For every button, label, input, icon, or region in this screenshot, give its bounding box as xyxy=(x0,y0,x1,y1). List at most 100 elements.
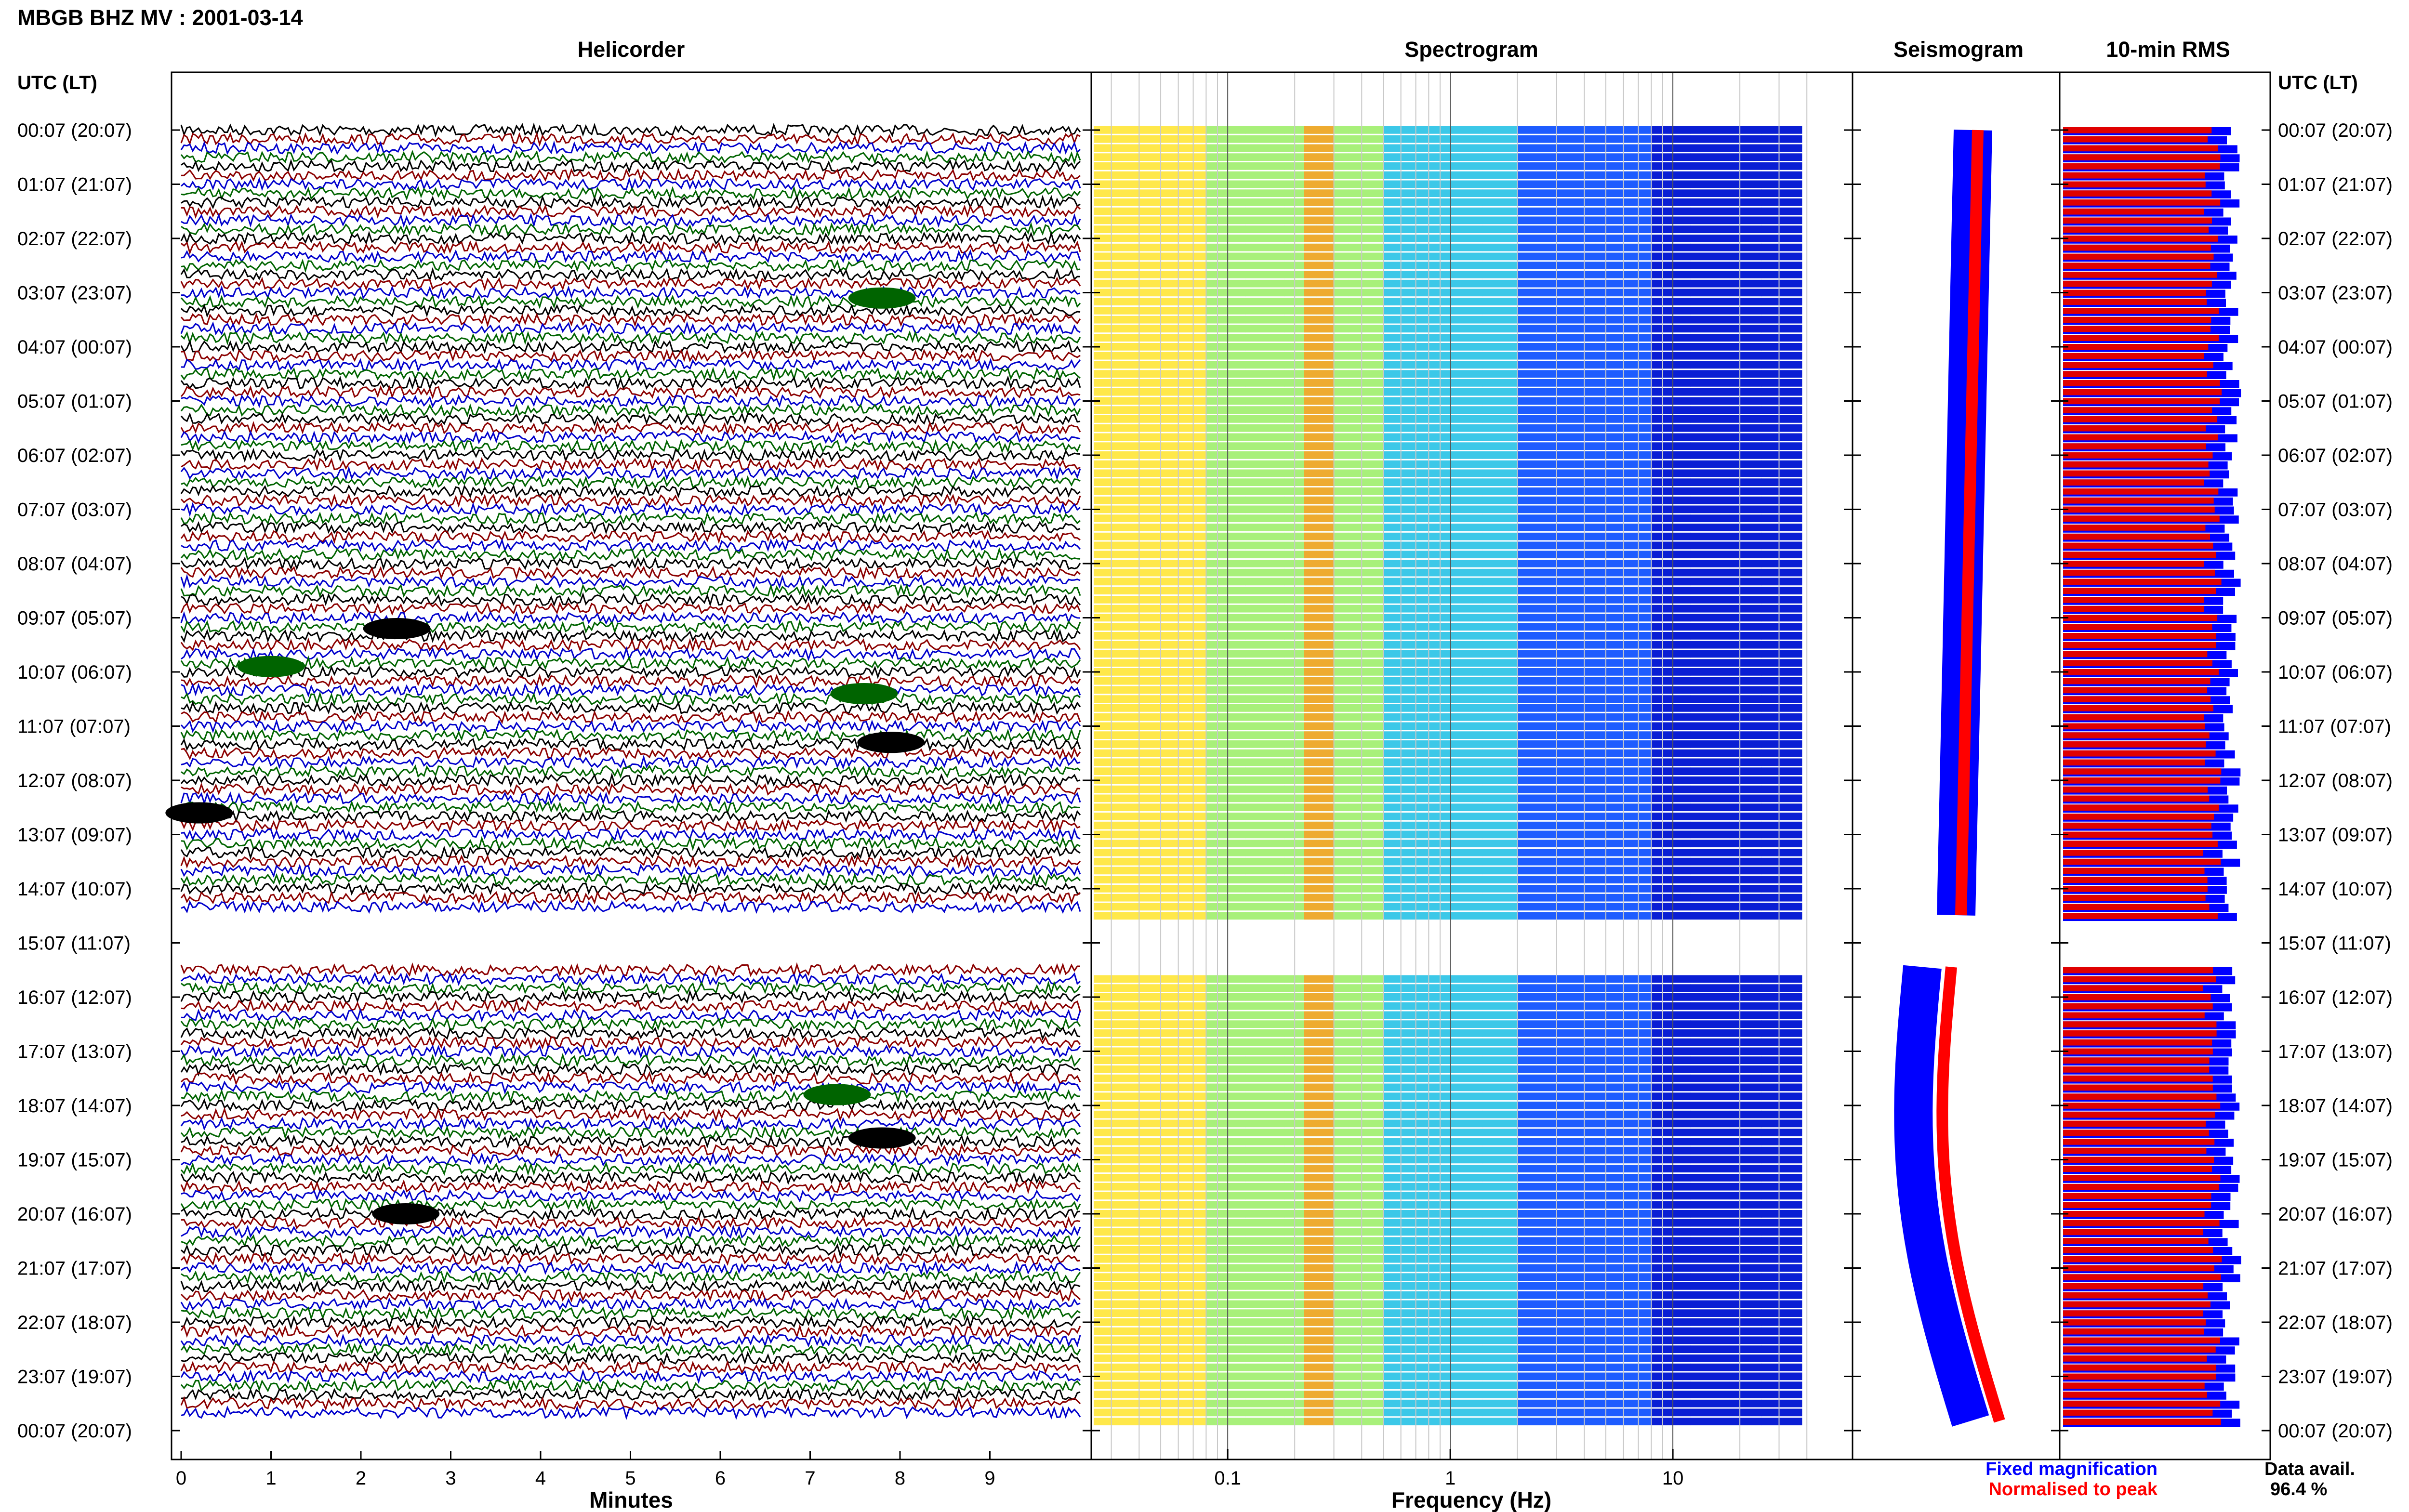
spectrogram-cell xyxy=(1178,216,1206,224)
spectrogram-cell xyxy=(1178,722,1206,730)
spectrogram-cell xyxy=(1349,1291,1384,1299)
spectrogram-cell xyxy=(1416,1391,1451,1398)
spectrogram-cell xyxy=(1450,216,1483,224)
spectrogram-cell xyxy=(1761,243,1802,251)
spectrogram-cell xyxy=(1139,1291,1179,1299)
spectrogram-cell xyxy=(1139,1156,1179,1164)
spectrogram-cell xyxy=(1245,451,1285,459)
helicorder-trace xyxy=(181,1234,1081,1248)
spectrogram-cell xyxy=(1556,478,1596,486)
rms-bar-normalised xyxy=(2063,407,2212,414)
spectrogram-cell xyxy=(1517,1264,1557,1272)
spectrogram-cell xyxy=(1482,1399,1518,1407)
rms-bar-normalised xyxy=(2063,1066,2210,1073)
spectrogram-cell xyxy=(1139,650,1179,658)
spectrogram-peak xyxy=(1304,1391,1334,1398)
spectrogram-cell xyxy=(1416,433,1451,441)
spectrogram-cell xyxy=(1517,388,1557,396)
spectrogram-cell xyxy=(1623,1327,1652,1335)
spectrogram-cell xyxy=(1761,469,1802,477)
rms-bar-normalised xyxy=(2063,985,2203,992)
spectrogram-cell xyxy=(1450,235,1483,242)
spectrogram-cell xyxy=(1450,388,1483,396)
spectrogram-cell xyxy=(1139,279,1179,288)
spectrogram-cell xyxy=(1383,1156,1416,1164)
spectrogram-cell xyxy=(1556,298,1596,306)
spectrogram-cell xyxy=(1517,1156,1557,1164)
spectrogram-cell xyxy=(1349,334,1384,342)
spectrogram-cell xyxy=(1651,632,1691,640)
spectrogram-cell xyxy=(1730,1110,1762,1118)
spectrogram-cell xyxy=(1651,433,1691,441)
spectrogram-cell xyxy=(1595,560,1624,567)
spectrogram-cell xyxy=(1482,532,1518,540)
spectrogram-cell xyxy=(1416,1309,1451,1317)
spectrogram-cell xyxy=(1206,1056,1246,1065)
spectrogram-cell xyxy=(1450,135,1483,143)
spectrogram-cell xyxy=(1482,424,1518,432)
helicorder-trace xyxy=(181,538,1081,552)
spectrogram-cell xyxy=(1139,749,1179,757)
spectrogram-cell xyxy=(1383,424,1416,432)
spectrogram-cell xyxy=(1556,1363,1596,1371)
spectrogram-cell xyxy=(1383,1354,1416,1362)
spectrogram-cell xyxy=(1178,1345,1206,1354)
spectrogram-cell xyxy=(1450,984,1483,992)
spectrogram-cell xyxy=(1556,153,1596,161)
rms-ytick-label: 07:07 (03:07) xyxy=(2278,500,2393,521)
spectrogram-cell xyxy=(1416,876,1451,884)
spectrogram-cell xyxy=(1690,1038,1730,1046)
spectrogram-cell xyxy=(1595,135,1624,143)
helicorder-trace xyxy=(181,1351,1081,1366)
spectrogram-peak xyxy=(1304,1237,1334,1245)
spectrogram-cell xyxy=(1651,1219,1691,1227)
spectrogram-peak xyxy=(1304,813,1334,820)
spectrogram-cell xyxy=(1178,262,1206,270)
spectrogram-peak xyxy=(1304,885,1334,893)
spectrogram-cell xyxy=(1690,695,1730,703)
spectrogram-cell xyxy=(1206,433,1246,441)
spectrogram-cell xyxy=(1416,641,1451,649)
spectrogram-cell xyxy=(1482,1264,1518,1272)
spectrogram-cell xyxy=(1139,198,1179,206)
helicorder-trace xyxy=(180,565,1081,580)
helicorder-trace xyxy=(181,809,1081,824)
spectrogram-cell xyxy=(1416,984,1451,992)
spectrogram-peak xyxy=(1304,686,1334,694)
spectrogram-cell xyxy=(1690,1291,1730,1299)
spectrogram-cell xyxy=(1730,316,1762,324)
spectrogram-cell xyxy=(1094,1345,1139,1354)
spectrogram-cell xyxy=(1623,984,1652,992)
spectrogram-peak xyxy=(1304,1336,1334,1344)
spectrogram-peak xyxy=(1304,1002,1334,1010)
spectrogram-cell xyxy=(1730,1165,1762,1173)
spectrogram-cell xyxy=(1690,1092,1730,1101)
spectrogram-cell xyxy=(1517,1408,1557,1417)
helicorder-trace xyxy=(180,267,1081,282)
spectrogram-cell xyxy=(1556,1146,1596,1155)
spectrogram-cell xyxy=(1349,857,1384,866)
spectrogram-cell xyxy=(1517,325,1557,333)
rms-bar-normalised xyxy=(2063,443,2206,450)
spectrogram-cell xyxy=(1595,1011,1624,1019)
rms-bar-normalised xyxy=(2063,525,2206,531)
spectrogram-cell xyxy=(1623,225,1652,234)
spectrogram-cell xyxy=(1416,514,1451,523)
spectrogram-cell xyxy=(1730,1381,1762,1390)
spectrogram-cell xyxy=(1094,1156,1139,1164)
helicorder-trace xyxy=(181,673,1081,688)
spectrogram-cell xyxy=(1623,1129,1652,1137)
spectrogram-cell xyxy=(1730,1408,1762,1417)
spectrogram-cell xyxy=(1206,1219,1246,1227)
spectrogram-cell xyxy=(1651,289,1691,297)
spectrogram-cell xyxy=(1730,641,1762,649)
spectrogram-cell xyxy=(1517,704,1557,712)
rms-bar-normalised xyxy=(2063,263,2210,269)
spectrogram-cell xyxy=(1651,803,1691,812)
helicorder-ytick-label: 19:07 (15:07) xyxy=(17,1150,132,1171)
spectrogram-cell xyxy=(1690,379,1730,387)
helicorder-trace xyxy=(180,511,1081,526)
spectrogram-cell xyxy=(1245,1020,1285,1028)
spectrogram-cell xyxy=(1730,487,1762,495)
spectrogram-cell xyxy=(1383,216,1416,224)
